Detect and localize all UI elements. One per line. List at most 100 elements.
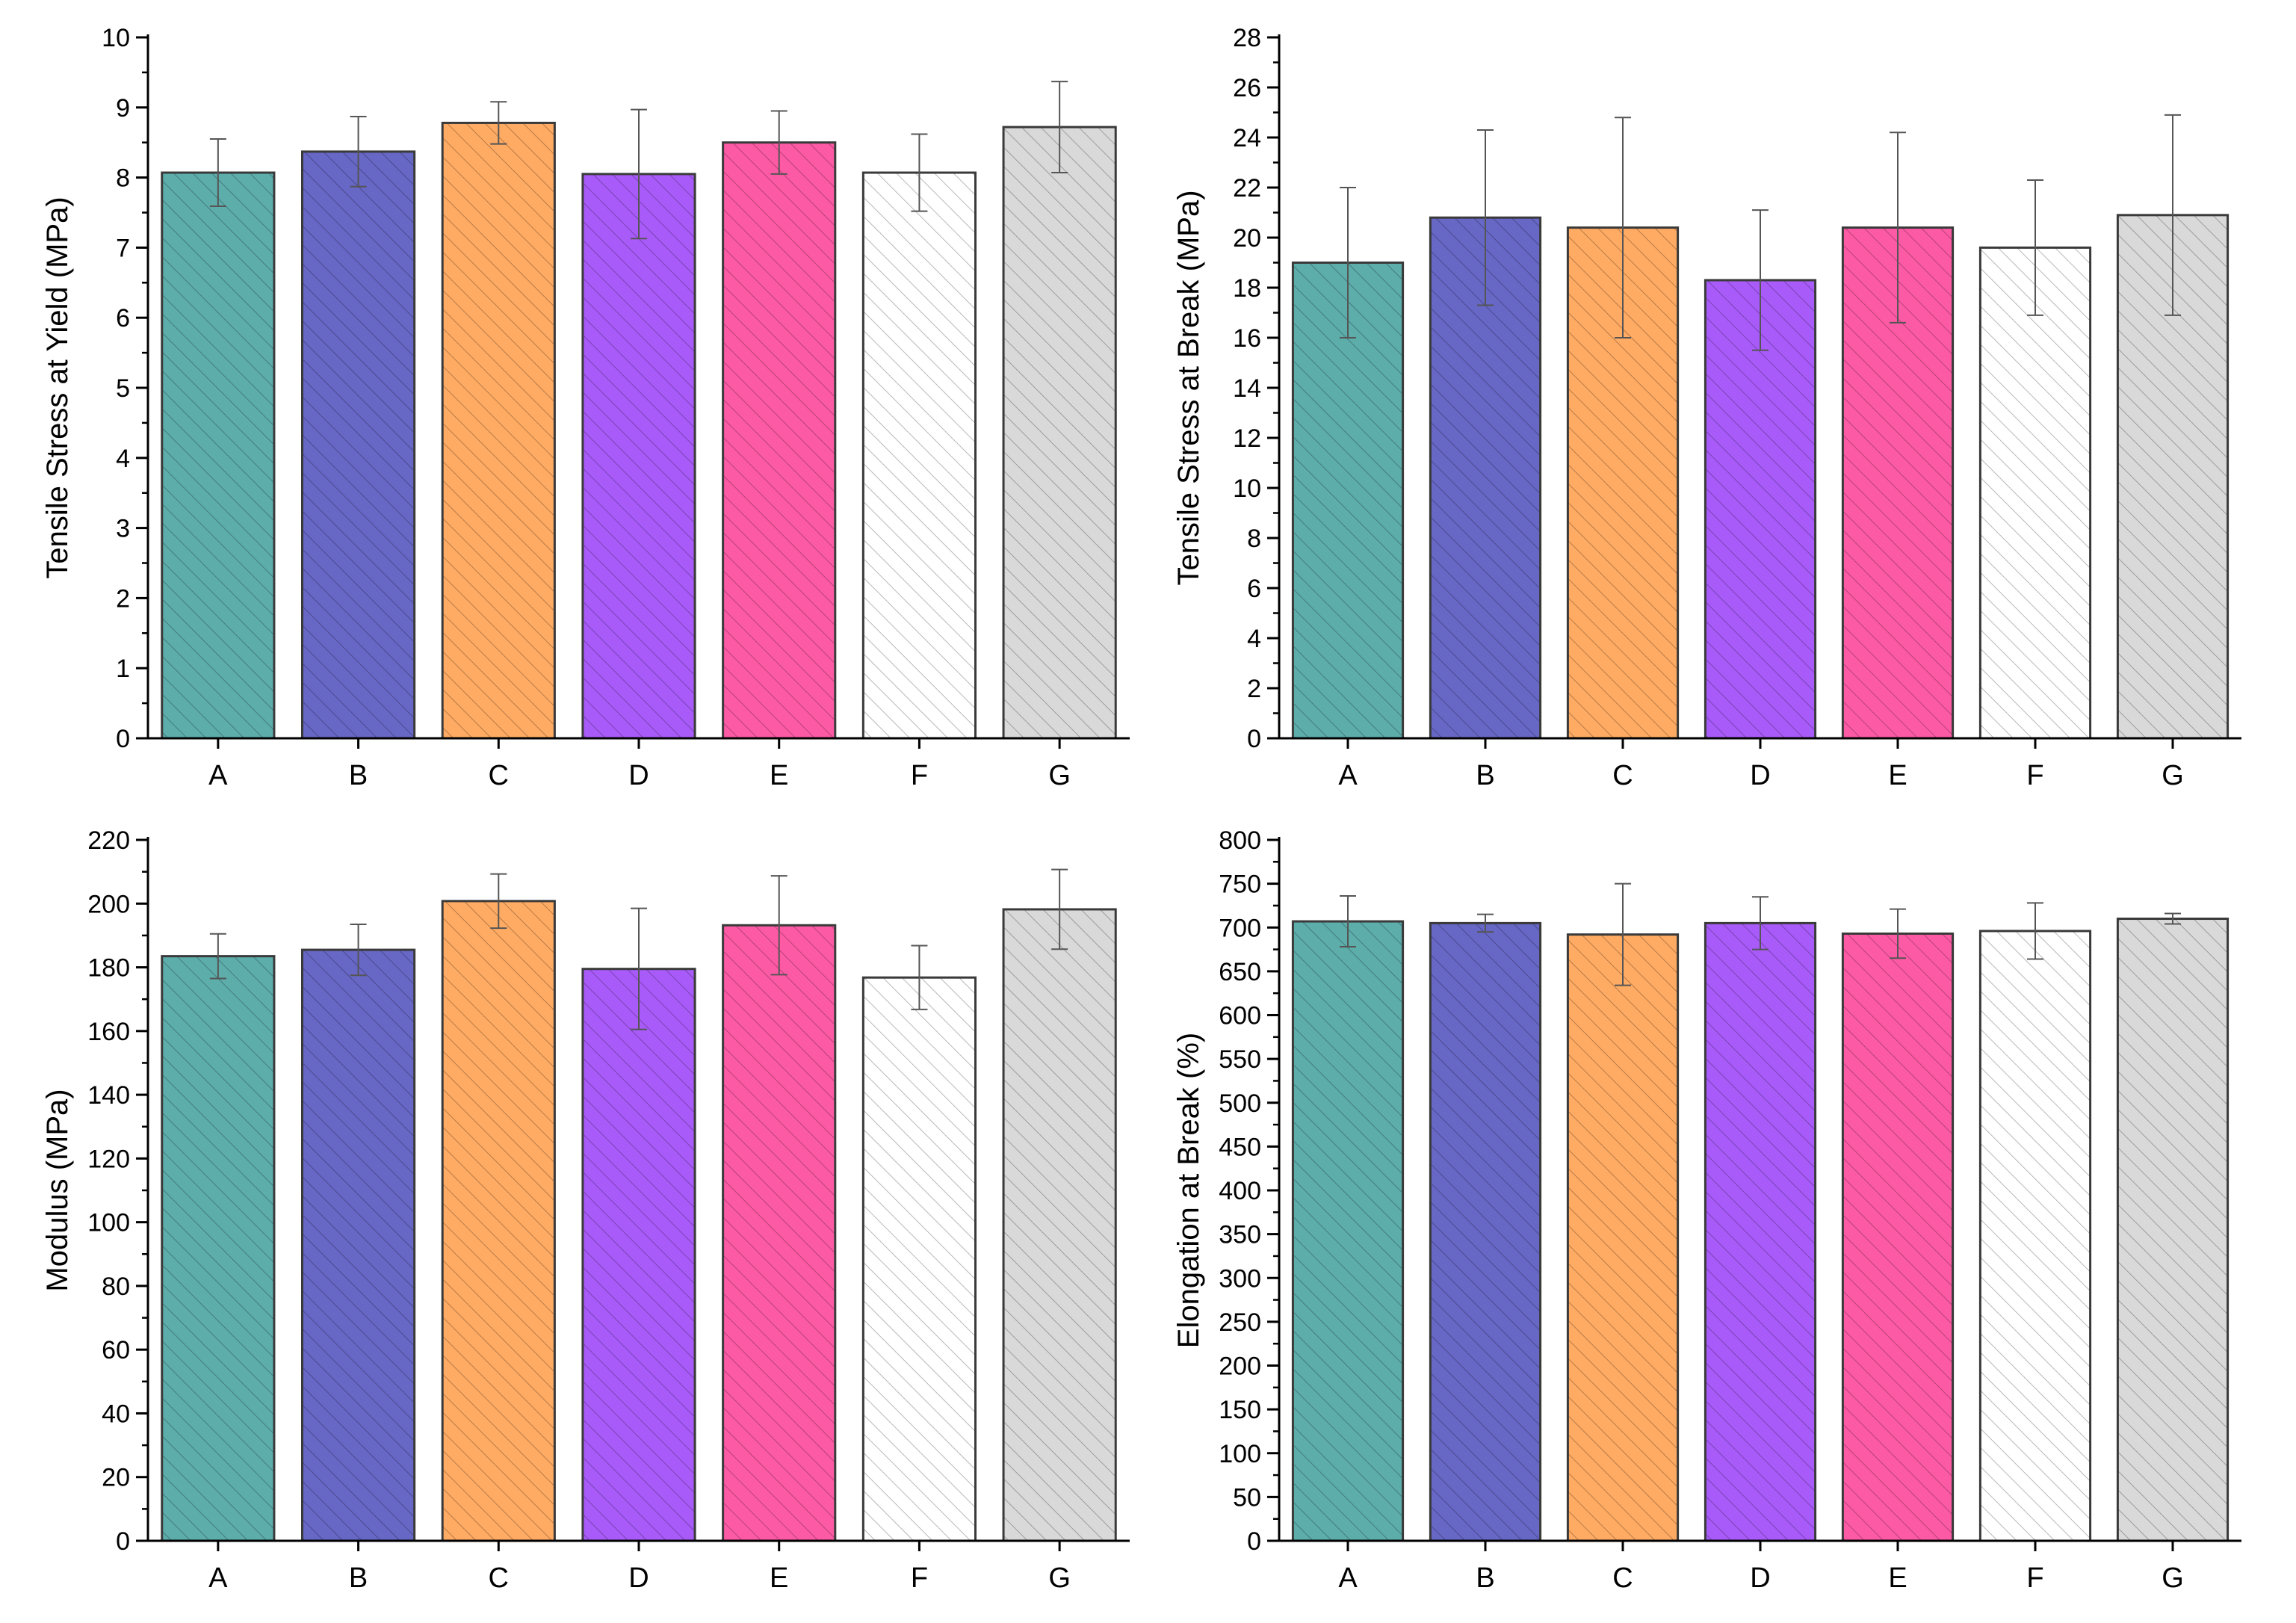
x-tick-label: E — [770, 760, 788, 791]
error-bar-d — [1752, 896, 1769, 950]
bar-d — [581, 173, 696, 740]
y-tick-label: 160 — [87, 1018, 130, 1046]
y-tick-label: 0 — [1247, 1527, 1261, 1556]
bar-e — [722, 924, 837, 1542]
y-tick-label: 7 — [116, 234, 130, 262]
x-tick-label: F — [911, 760, 928, 791]
error-bar-d — [1752, 209, 1769, 351]
y-tick-label: 0 — [1247, 725, 1261, 753]
x-tick-label: B — [349, 760, 368, 791]
error-bar-b — [1477, 913, 1494, 933]
bar-a — [1291, 262, 1405, 740]
y-tick-label: 300 — [1219, 1264, 1261, 1293]
error-bar-f — [911, 133, 928, 212]
error-bar-e — [770, 875, 787, 976]
bar-f — [1978, 930, 2092, 1542]
y-tick-label: 4 — [116, 445, 130, 473]
y-tick-label: 120 — [87, 1145, 130, 1173]
x-tick-label: D — [1750, 760, 1770, 791]
chart-panel-3: A B C D E F G 0 20 40 60 80 100 120 140 160 180 200 220 Mod… — [41, 826, 1130, 1594]
y-tick-label: 10 — [1233, 474, 1261, 503]
y-tick-label: 6 — [1247, 575, 1261, 603]
y-axis-title: Tensile Stress at Yield (MPa) — [41, 197, 74, 578]
y-tick-label: 600 — [1219, 1002, 1261, 1030]
bar-d — [581, 968, 696, 1542]
x-tick-label: F — [2026, 760, 2043, 791]
bar-b — [300, 150, 416, 740]
x-tick-label: A — [208, 1562, 228, 1594]
y-tick-label: 16 — [1233, 324, 1261, 353]
error-bar-c — [490, 101, 507, 145]
bar-a — [161, 955, 276, 1542]
x-tick-label: C — [1612, 1562, 1633, 1594]
error-bar-e — [1890, 132, 1906, 324]
y-tick-label: 60 — [102, 1336, 130, 1364]
chart-panel-2: A B C D E F G0246810121416182022242628Tensile … — [1172, 24, 2241, 791]
bar-b — [300, 948, 416, 1542]
error-bar-g — [2165, 114, 2181, 316]
error-bar-f — [911, 945, 928, 1010]
error-bar-f — [2027, 179, 2043, 316]
y-tick-label: 2 — [116, 584, 130, 613]
y-tick-label: 100 — [1219, 1440, 1261, 1468]
y-tick-label: 250 — [1219, 1308, 1261, 1337]
error-bar-c — [490, 873, 507, 930]
bar-g — [1002, 908, 1117, 1542]
y-axis-title: Elongation at Break (%) — [1172, 1033, 1205, 1348]
x-tick-label: C — [489, 1562, 509, 1594]
error-bar-g — [1051, 868, 1068, 950]
y-tick-label: 14 — [1233, 374, 1261, 403]
y-tick-label: 9 — [116, 94, 130, 123]
y-tick-label: 24 — [1233, 124, 1261, 152]
x-tick-label: E — [1888, 1562, 1907, 1594]
x-tick-label: E — [1888, 760, 1907, 791]
chart-panel-1: A B C D E F G 0 1 2 3 4 5 6 7 8 9 10 Tensile Stress at Yie… — [41, 24, 1130, 791]
x-tick-label: F — [911, 1562, 928, 1594]
error-bar-f — [2027, 902, 2043, 960]
bar-a — [161, 171, 276, 740]
error-bar-g — [2165, 912, 2181, 925]
y-tick-label: 8 — [1247, 525, 1261, 553]
bar-b — [1429, 921, 1542, 1542]
x-tick-label: A — [1338, 760, 1358, 791]
y-tick-label: 3 — [116, 515, 130, 543]
y-tick-label: 100 — [87, 1209, 130, 1237]
x-tick-label: D — [628, 760, 649, 791]
y-tick-label: 20 — [102, 1464, 130, 1492]
y-tick-label: 2 — [1247, 675, 1261, 703]
y-tick-label: 220 — [87, 826, 130, 855]
x-tick-label: A — [208, 760, 228, 791]
bar-e — [722, 141, 837, 740]
y-tick-label: 200 — [87, 890, 130, 918]
x-tick-label: D — [1750, 1562, 1770, 1594]
error-bar-g — [1051, 81, 1068, 174]
y-tick-label: 800 — [1219, 826, 1261, 855]
x-tick-label: A — [1338, 1562, 1358, 1594]
x-tick-label: G — [2162, 1562, 2184, 1594]
y-tick-label: 0 — [116, 725, 130, 753]
bar-e — [1841, 932, 1955, 1542]
error-bar-b — [1477, 129, 1494, 306]
y-tick-label: 500 — [1219, 1089, 1261, 1118]
bar-c — [1566, 933, 1680, 1542]
bar-c — [441, 900, 556, 1542]
error-bar-a — [209, 933, 226, 980]
bar-d — [1704, 921, 1817, 1542]
bar-c — [441, 121, 556, 740]
y-tick-label: 650 — [1219, 958, 1261, 986]
y-tick-label: 18 — [1233, 274, 1261, 303]
y-tick-label: 1 — [116, 655, 130, 683]
y-tick-label: 350 — [1219, 1221, 1261, 1249]
y-tick-label: 6 — [116, 304, 130, 333]
error-bar-e — [770, 110, 787, 175]
y-tick-label: 150 — [1219, 1396, 1261, 1424]
x-tick-label: B — [1476, 760, 1494, 791]
y-tick-label: 200 — [1219, 1352, 1261, 1381]
chart-panel-4: A B C D E F G 0 50 100 150 200 250 300 350 400 450 500 550… — [1172, 826, 2241, 1594]
bar-a — [1291, 920, 1405, 1542]
y-tick-label: 22 — [1233, 174, 1261, 203]
x-tick-label: G — [1048, 1562, 1071, 1594]
y-tick-label: 450 — [1219, 1133, 1261, 1161]
